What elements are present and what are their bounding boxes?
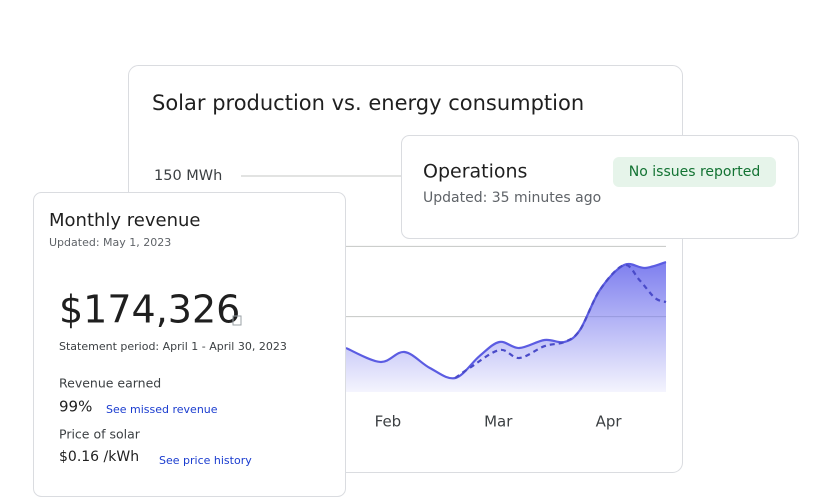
revenue-card: Monthly revenue Updated: May 1, 2023 $17… [33, 192, 346, 497]
x-tick-label: Apr [596, 413, 623, 431]
operations-card: Operations Updated: 35 minutes ago No is… [401, 135, 799, 239]
line [454, 263, 667, 379]
revenue-title: Monthly revenue [49, 210, 201, 231]
price-value: $0.16 /kWh [59, 449, 139, 465]
statement-icon[interactable] [232, 315, 242, 326]
earned-label: Revenue earned [59, 376, 161, 391]
operations-updated: Updated: 35 minutes ago [423, 190, 601, 206]
status-badge [613, 157, 776, 187]
status-text: No issues reported [629, 164, 760, 180]
missed-revenue-link[interactable]: See missed revenue [106, 403, 218, 416]
price-history-link[interactable]: See price history [159, 454, 252, 467]
earned-value: 99% [59, 398, 92, 416]
statement-period: Statement period: April 1 - April 30, 20… [59, 340, 287, 353]
y-tick-label: 150 MWh [154, 168, 222, 184]
operations-title: Operations [423, 161, 527, 183]
area [346, 262, 666, 392]
revenue-updated: Updated: May 1, 2023 [49, 236, 171, 249]
price-label: Price of solar [59, 427, 141, 442]
x-tick-label: Feb [375, 413, 402, 431]
revenue-amount: $174,326 [59, 288, 240, 332]
x-tick-label: Mar [484, 413, 513, 431]
line [345, 261, 667, 380]
card-bg [33, 192, 346, 497]
chart-title: Solar production vs. energy consumption [152, 91, 584, 115]
